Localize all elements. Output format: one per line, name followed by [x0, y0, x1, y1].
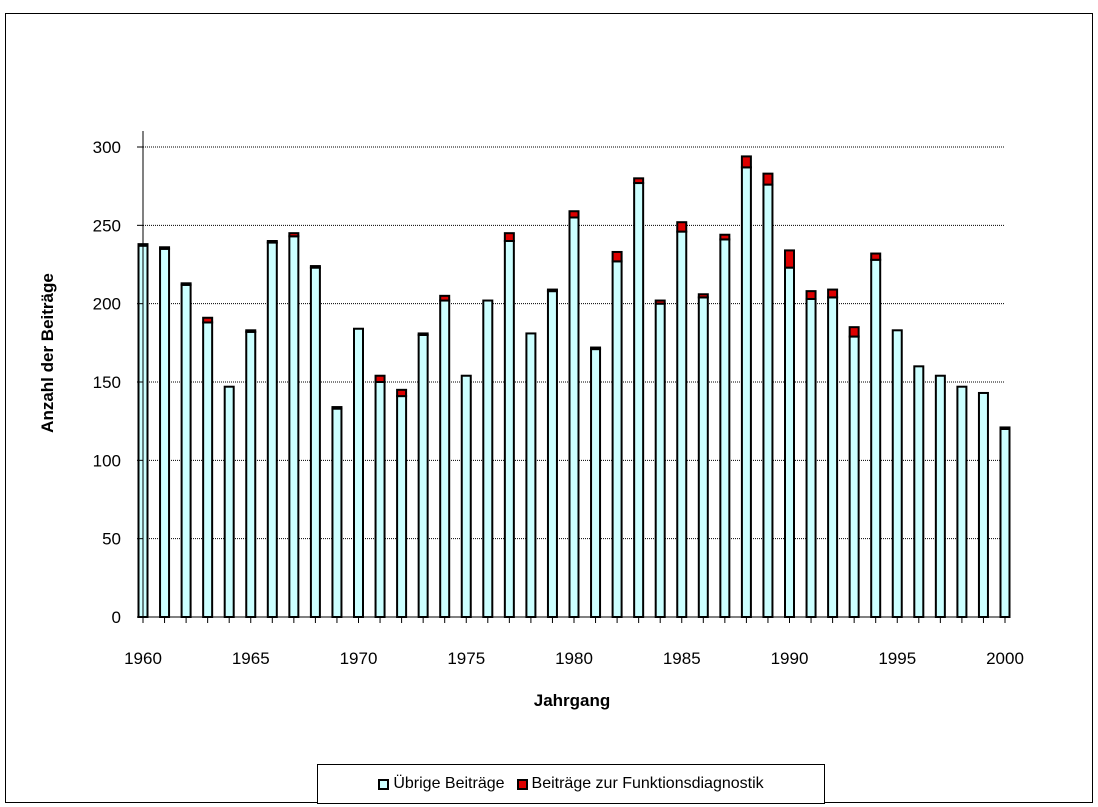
y-axis-title: Anzahl der Beiträge	[38, 273, 57, 433]
x-tick-label: 2000	[986, 649, 1024, 668]
bar-uebrige-1964	[225, 387, 234, 617]
bar-uebrige-1983	[634, 183, 643, 617]
bar-uebrige-1993	[850, 337, 859, 617]
bar-uebrige-1992	[828, 297, 837, 617]
y-tick-label: 150	[93, 373, 121, 392]
bar-funktionsdiagnostik-1987	[720, 235, 729, 240]
bar-funktionsdiagnostik-1969	[332, 407, 341, 409]
bar-funktionsdiagnostik-1968	[311, 266, 320, 268]
bar-uebrige-1981	[591, 349, 600, 617]
bar-uebrige-1977	[505, 241, 514, 617]
bar-uebrige-1987	[720, 239, 729, 617]
bar-uebrige-1965	[246, 332, 255, 617]
legend-item-funktionsdiagnostik: Beiträge zur Funktionsdiagnostik	[517, 775, 764, 793]
bar-funktionsdiagnostik-1963	[203, 318, 212, 323]
x-tick-label: 1965	[232, 649, 270, 668]
bar-funktionsdiagnostik-1979	[548, 290, 557, 292]
bar-uebrige-1962	[182, 285, 191, 617]
bar-uebrige-1974	[440, 301, 449, 617]
bar-uebrige-1963	[203, 322, 212, 617]
legend-label-uebrige: Übrige Beiträge	[393, 775, 504, 793]
x-tick-label: 1960	[124, 649, 162, 668]
y-tick-label: 250	[93, 216, 121, 235]
bar-funktionsdiagnostik-1980	[570, 211, 579, 217]
bar-uebrige-1970	[354, 329, 363, 617]
bar-uebrige-1978	[526, 333, 535, 617]
bar-funktionsdiagnostik-1977	[505, 233, 514, 241]
bar-funktionsdiagnostik-1986	[699, 294, 708, 297]
bar-funktionsdiagnostik-1993	[850, 327, 859, 336]
bar-uebrige-1969	[332, 409, 341, 617]
bar-uebrige-1972	[397, 396, 406, 617]
bar-uebrige-1973	[419, 335, 428, 617]
bar-funktionsdiagnostik-1990	[785, 250, 794, 267]
bar-funktionsdiagnostik-1962	[182, 283, 191, 285]
bar-funktionsdiagnostik-1982	[613, 252, 622, 261]
x-tick-label: 1970	[340, 649, 378, 668]
y-tick-label: 0	[112, 608, 121, 627]
bar-uebrige-1996	[914, 366, 923, 617]
x-tick-label: 1995	[878, 649, 916, 668]
bar-uebrige-1997	[936, 376, 945, 617]
x-tick-label: 1985	[663, 649, 701, 668]
bar-funktionsdiagnostik-1971	[376, 376, 385, 382]
x-tick-label: 1990	[771, 649, 809, 668]
y-tick-label: 100	[93, 451, 121, 470]
bar-uebrige-1967	[289, 236, 298, 617]
bar-funktionsdiagnostik-1984	[656, 301, 665, 304]
bar-uebrige-1988	[742, 167, 751, 617]
legend-label-funktionsdiagnostik: Beiträge zur Funktionsdiagnostik	[532, 775, 764, 793]
bar-funktionsdiagnostik-1972	[397, 390, 406, 396]
bar-uebrige-1998	[957, 387, 966, 617]
bar-funktionsdiagnostik-1992	[828, 290, 837, 298]
y-tick-label: 200	[93, 295, 121, 314]
bar-uebrige-1984	[656, 304, 665, 617]
bar-funktionsdiagnostik-1983	[634, 178, 643, 183]
bar-uebrige-1985	[677, 232, 686, 617]
bar-uebrige-1979	[548, 291, 557, 617]
bar-funktionsdiagnostik-1966	[268, 241, 277, 243]
bar-funktionsdiagnostik-1961	[160, 247, 169, 249]
y-tick-labels: 0 50 100 150 200 250 300	[93, 138, 121, 627]
bar-uebrige-1961	[160, 249, 169, 617]
y-tick-label: 300	[93, 138, 121, 157]
bar-funktionsdiagnostik-2000	[1001, 427, 1010, 429]
y-tick-label: 50	[102, 530, 121, 549]
bar-funktionsdiagnostik-1974	[440, 296, 449, 301]
bar-uebrige-1975	[462, 376, 471, 617]
bar-funktionsdiagnostik-1973	[419, 333, 428, 335]
bar-funktionsdiagnostik-1965	[246, 330, 255, 332]
bar-uebrige-1980	[570, 218, 579, 618]
x-tick-label: 1980	[555, 649, 593, 668]
x-tick-labels: 1960 1965 1970 1975 1980 1985 1990 1995 2000	[124, 649, 1024, 668]
bar-funktionsdiagnostik-1991	[807, 291, 816, 299]
x-tick-label: 1975	[447, 649, 485, 668]
bar-funktionsdiagnostik-1989	[763, 174, 772, 185]
bar-uebrige-2000	[1001, 429, 1010, 617]
legend-swatch-uebrige	[378, 779, 389, 790]
bar-funktionsdiagnostik-1994	[871, 254, 880, 260]
legend-item-uebrige: Übrige Beiträge	[378, 775, 504, 793]
x-axis-title: Jahrgang	[534, 691, 611, 710]
bar-funktionsdiagnostik-1967	[289, 233, 298, 236]
bar-uebrige-1991	[807, 299, 816, 617]
bar-funktionsdiagnostik-1981	[591, 348, 600, 350]
bar-funktionsdiagnostik-1988	[742, 156, 751, 167]
bar-uebrige-1966	[268, 243, 277, 617]
bar-uebrige-1994	[871, 260, 880, 617]
bar-uebrige-1986	[699, 297, 708, 617]
bar-uebrige-1995	[893, 330, 902, 617]
legend: Übrige Beiträge Beiträge zur Funktionsdi…	[317, 764, 825, 804]
bar-uebrige-1989	[763, 185, 772, 617]
bar-uebrige-1968	[311, 268, 320, 617]
bar-uebrige-1976	[483, 301, 492, 617]
bar-uebrige-1982	[613, 261, 622, 617]
bar-funktionsdiagnostik-1985	[677, 222, 686, 231]
bar-uebrige-1990	[785, 268, 794, 617]
bar-uebrige-1999	[979, 393, 988, 617]
bar-uebrige-1971	[376, 382, 385, 617]
legend-swatch-funktionsdiagnostik	[517, 779, 528, 790]
